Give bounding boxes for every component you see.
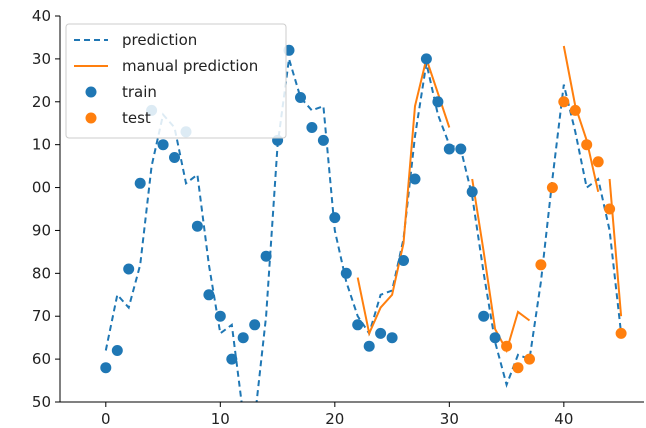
legend-test-label: test [122, 109, 151, 127]
legend-train-label: train [122, 83, 157, 101]
series-train-point [157, 139, 169, 151]
series-test-point [592, 156, 604, 168]
series-manual-prediction-segment-1 [471, 178, 531, 354]
x-tick-label: 30 [440, 410, 459, 428]
series-train-point [363, 340, 375, 352]
y-tick-label: 40 [32, 7, 51, 25]
series-train-point [466, 186, 478, 198]
series-train-point [352, 319, 364, 331]
series-train-point [432, 96, 444, 108]
x-tick-label: 0 [101, 410, 111, 428]
series-train-point [317, 134, 329, 146]
series-train-point [386, 332, 398, 344]
series-train-point [295, 92, 306, 103]
series-prediction-line [104, 58, 623, 402]
legend: prediction manual prediction train test [65, 23, 287, 139]
legend-manual-prediction-label: manual prediction [122, 57, 258, 75]
series-manual-prediction-segment-0 [356, 55, 451, 337]
series-train-point [134, 177, 146, 189]
series-train-point [455, 143, 467, 155]
y-tick-label: 00 [32, 179, 51, 197]
series-manual-prediction-segment-3 [608, 178, 623, 317]
series-train-point [123, 263, 135, 275]
x-tick-label: 40 [554, 410, 573, 428]
series-train-point [375, 327, 387, 339]
y-tick-label: 30 [32, 50, 51, 68]
legend-box [65, 23, 287, 139]
series-train-point [306, 122, 318, 133]
series-train-point [329, 212, 341, 224]
y-tick-label: 20 [32, 93, 51, 111]
series-train-point [169, 152, 180, 163]
series-test-point [558, 96, 570, 108]
series-train-point [237, 332, 249, 344]
series-train-point [443, 143, 455, 155]
series-train-point [100, 362, 112, 374]
series-test-point [569, 104, 581, 116]
y-tick-label: 90 [32, 221, 51, 239]
x-tick-label: 20 [325, 410, 344, 428]
series-test-point [604, 203, 616, 215]
series-test-point [615, 327, 627, 339]
y-tick-label: 10 [32, 136, 51, 154]
series-train-point [260, 250, 272, 262]
series-train-point [409, 173, 421, 185]
legend-train-swatch [85, 86, 97, 98]
series-train-point [111, 345, 123, 356]
series-train-point [398, 255, 409, 266]
y-tick-label: 60 [32, 350, 51, 368]
series-train-point [203, 289, 215, 301]
series-test-point [501, 340, 513, 352]
y-tick-label: 50 [32, 393, 51, 411]
legend-prediction-label: prediction [122, 31, 197, 49]
series-test-point [535, 259, 547, 271]
series-test-point [512, 362, 524, 374]
series-test-point [524, 353, 535, 365]
y-tick-label: 70 [32, 307, 51, 325]
x-tick-label: 10 [211, 410, 230, 428]
series-test-point [581, 139, 593, 151]
series-manual-prediction-segment-2 [562, 45, 600, 193]
series-train-point [214, 310, 226, 322]
series-train-point [340, 267, 352, 279]
axes: 50 60 70 80 90 00 10 20 30 40 0 10 20 30 40 [32, 7, 644, 428]
series-train-point [249, 319, 261, 331]
series-test-point [546, 182, 558, 194]
y-tick-label: 80 [32, 264, 51, 282]
series-train-point [191, 220, 203, 232]
legend-test-swatch [85, 112, 97, 124]
series-train-point [420, 53, 432, 65]
series-train-point [489, 332, 501, 344]
series-train-point [226, 353, 238, 365]
series-train-point [478, 310, 490, 322]
